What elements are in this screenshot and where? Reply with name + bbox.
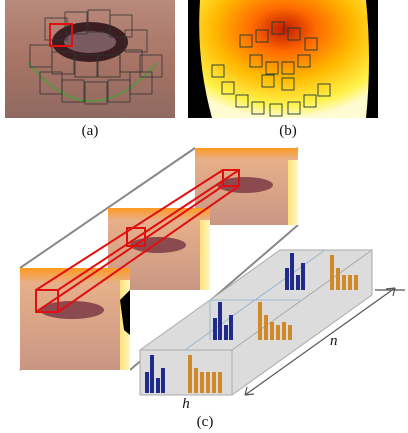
axis-label: h [182, 396, 190, 412]
frame-1 [20, 268, 130, 370]
panel-a [5, 0, 175, 118]
frame-3 [195, 148, 298, 225]
panel-label: (a) [82, 123, 99, 139]
panel-b [188, 0, 378, 118]
axis-label: n [330, 333, 338, 349]
panel-label: (c) [197, 414, 214, 430]
heatmap [199, 0, 369, 118]
figure: (a) (b) [0, 0, 408, 433]
page: {"panels": [{"label": "(a)"}, {"label": … [0, 0, 408, 433]
panel-label: (b) [279, 123, 297, 139]
